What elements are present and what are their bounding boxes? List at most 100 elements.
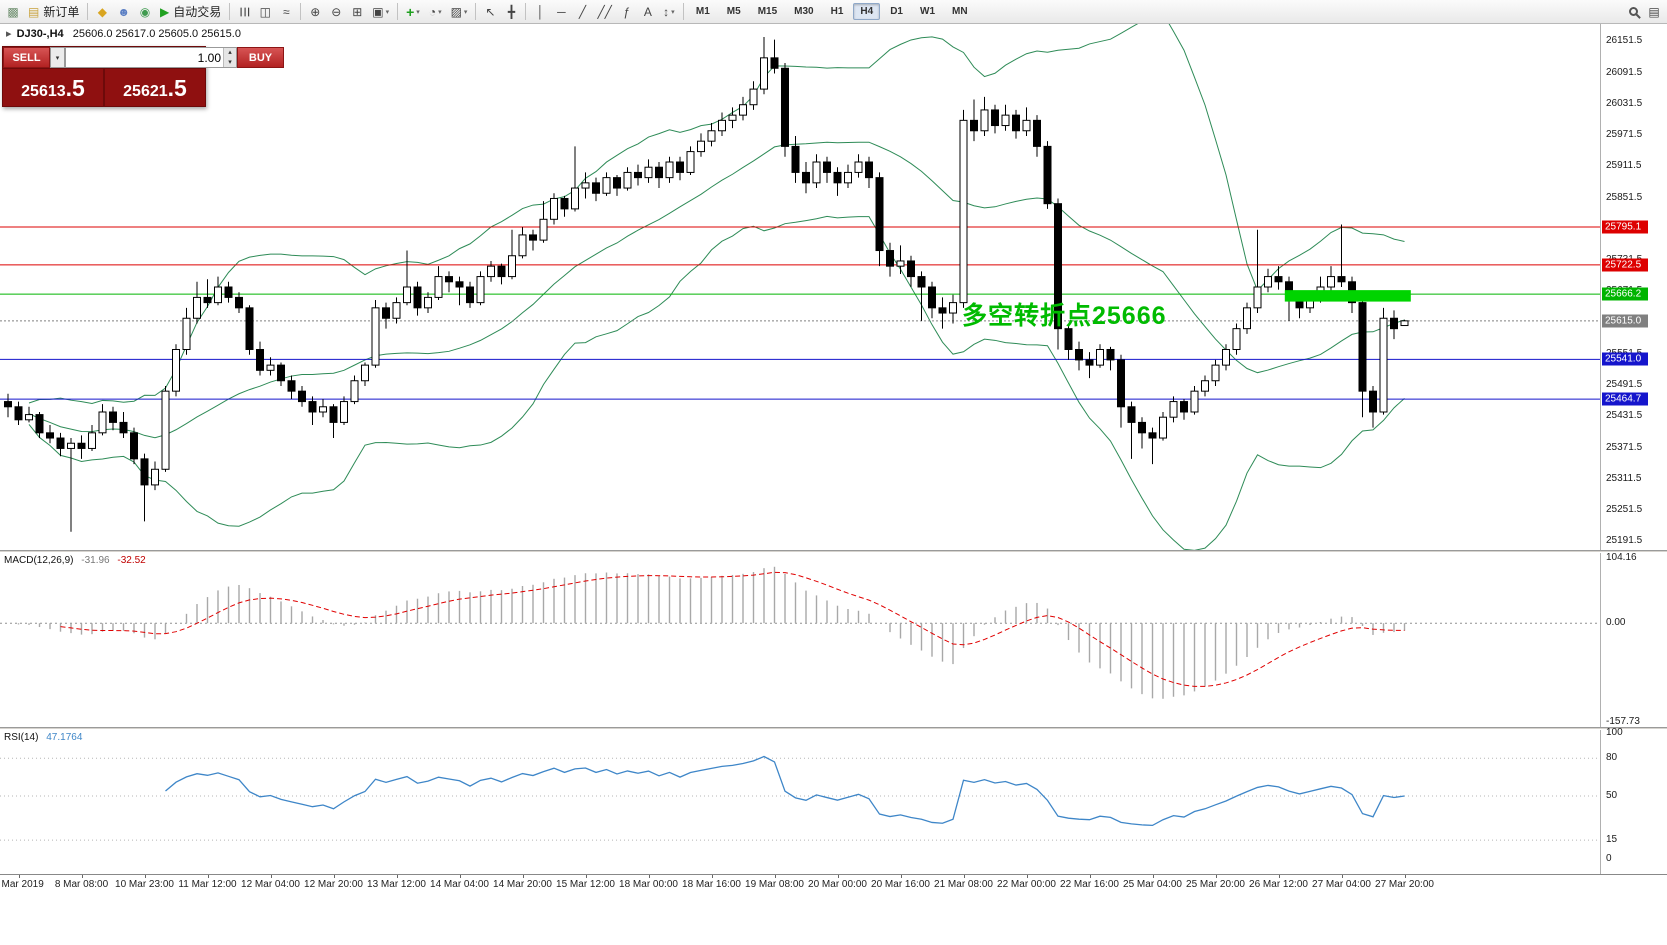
one-click-trading-panel: SELL ▾ ▴ ▾ BUY 25613 .5 25621 .5 [2,46,284,107]
time-axis-tick [1089,875,1091,878]
timeframe-h1[interactable]: H1 [830,6,844,17]
buy-price-fraction: .5 [167,75,187,101]
price-axis-tick: 25311.5 [1606,472,1642,484]
community-icon: ◉ [139,4,151,19]
price-axis-tick: 25491.5 [1606,379,1643,391]
crosshair-icon: ╋ [507,4,516,19]
macd-panel-splitter[interactable] [0,550,1667,553]
indicators-icon[interactable]: + ▾ [402,2,424,22]
price-chart-canvas[interactable] [0,24,1600,550]
price-level-label: 25795.1 [1602,220,1648,234]
time-axis-tick [711,875,713,878]
channel-icon[interactable]: ╱╱ [593,2,615,22]
fibonacci-icon[interactable]: ƒ [617,2,637,22]
timeframe-mn[interactable]: MN [952,6,968,17]
vertical-line-icon[interactable]: │ [530,2,550,22]
timeframe-m1[interactable]: M1 [695,6,710,17]
cursor-icon: ↖ [485,4,496,19]
time-axis-tick [81,875,83,878]
time-axis-tick [18,875,20,878]
community-icon[interactable]: ◉ [135,2,155,22]
rsi-axis-label: 15 [1606,834,1618,846]
price-level-label: 25541.0 [1602,352,1648,366]
line-chart-icon[interactable]: ≈ [276,2,296,22]
price-axis-tick: 25191.5 [1606,535,1643,547]
buy-price-main: 25621 [123,83,168,100]
arrows-icon[interactable]: ↕ ▾ [659,2,679,22]
market-watch-icon[interactable]: ☻ [113,2,134,22]
search-icon[interactable] [1623,2,1643,22]
chart-window-icon[interactable]: ▩ [3,2,23,22]
panel-toggle-icon[interactable]: ▤ [1644,2,1664,22]
time-axis-label: 20 Mar 00:00 [808,879,867,890]
buy-button[interactable]: BUY [237,47,284,68]
candlestick-chart-icon[interactable]: ◫ [255,2,275,22]
order-type-dropdown[interactable]: ▾ [50,47,65,68]
grid-icon[interactable]: ⊞ [347,2,367,22]
zoom-out-icon[interactable]: ⊖ [326,2,346,22]
toolbar-separator [682,3,684,20]
tile-windows-icon[interactable]: ▣ ▾ [368,2,393,22]
time-axis-tick [837,875,839,878]
time-axis-tick [648,875,650,878]
bollinger-bands-layer [28,24,1405,550]
trendline-icon[interactable]: ╱ [572,2,592,22]
timeframe-m30[interactable]: M30 [794,6,814,17]
profiles-icon[interactable]: ◆ [92,2,112,22]
timeframe-m15[interactable]: M15 [757,6,778,17]
time-axis[interactable]: 8 Mar 2019 8 Mar 08:00 10 Mar 23:00 11 Mar … [0,874,1667,894]
autotrade-button[interactable]: ▶ 自动交易 [156,2,225,22]
rsi-panel-splitter[interactable] [0,727,1667,730]
rsi-chart-canvas[interactable] [0,730,1600,874]
price-axis-tick: 25971.5 [1606,129,1643,141]
timeframe-m5[interactable]: M5 [726,6,741,17]
macd-chart-canvas[interactable] [0,553,1600,727]
price-axis-tick: 26091.5 [1606,66,1643,78]
price-axis-tick: 26031.5 [1606,97,1643,109]
toolbar-separator [229,3,231,20]
toolbar-separator [525,3,527,20]
horizontal-line-icon[interactable]: ─ [551,2,571,22]
cursor-icon[interactable]: ↖ [480,2,500,22]
text-label-icon[interactable]: A [638,2,658,22]
time-axis-label: 25 Mar 04:00 [1123,879,1182,890]
time-axis-label: 18 Mar 00:00 [619,879,678,890]
timeframe-w1[interactable]: W1 [920,6,935,17]
sell-button[interactable]: SELL [3,47,50,68]
level-lines-layer [0,226,1600,400]
dropdown-arrow-icon: ▾ [463,8,468,16]
volume-up-icon[interactable]: ▴ [228,49,232,56]
toolbar-separator [87,3,89,20]
price-axis-tick: 26151.5 [1606,35,1643,47]
volume-down-icon[interactable]: ▾ [228,58,232,66]
sell-price-button[interactable]: 25613 .5 [3,69,105,106]
trade-panel-prices: 25613 .5 25621 .5 [3,68,205,106]
zoom-in-icon[interactable]: ⊕ [305,2,325,22]
buy-price-button[interactable]: 25621 .5 [105,69,205,106]
time-axis-tick [1215,875,1217,878]
rsi-axis-label: 50 [1606,790,1618,801]
templates-icon[interactable]: ▨ ▾ [447,2,472,22]
new-order-button[interactable]: ▤ 新订单 [24,2,83,22]
time-axis-label: 26 Mar 12:00 [1249,879,1308,890]
crosshair-icon[interactable]: ╋ [501,2,521,22]
bar-chart-icon[interactable]: ☰ [234,2,254,22]
toolbar-separator [475,3,477,20]
macd-signal-line [60,571,1405,687]
price-axis[interactable]: 26151.5 26091.5 26031.5 25971.5 25911.5 25851… [1600,24,1667,550]
periods-icon[interactable]: ◔ ▾ [425,2,446,22]
price-axis-tick: 25431.5 [1606,410,1643,422]
chart-ohlc-values: 25606.0 25617.0 25605.0 25615.0 [72,28,241,40]
rsi-axis[interactable]: 100 80 50 15 0 [1600,727,1667,874]
timeframe-h4[interactable]: H4 [853,3,881,20]
macd-indicator-label: MACD(12,26,9) -31.96 -32.52 [4,555,146,566]
volume-input[interactable] [66,48,223,67]
volume-spinner: ▴ ▾ [223,48,236,67]
time-axis-label: 8 Mar 2019 [0,879,44,890]
timeframe-d1[interactable]: D1 [890,6,903,17]
macd-axis[interactable]: 104.16 0.00 -157.73 [1600,552,1667,727]
market-watch-icon: ☻ [117,4,130,19]
chart-annotation-text: 多空转折点25666 [962,302,1167,330]
price-axis-tick: 25371.5 [1606,441,1643,453]
dropdown-arrow-icon: ▾ [438,8,442,16]
